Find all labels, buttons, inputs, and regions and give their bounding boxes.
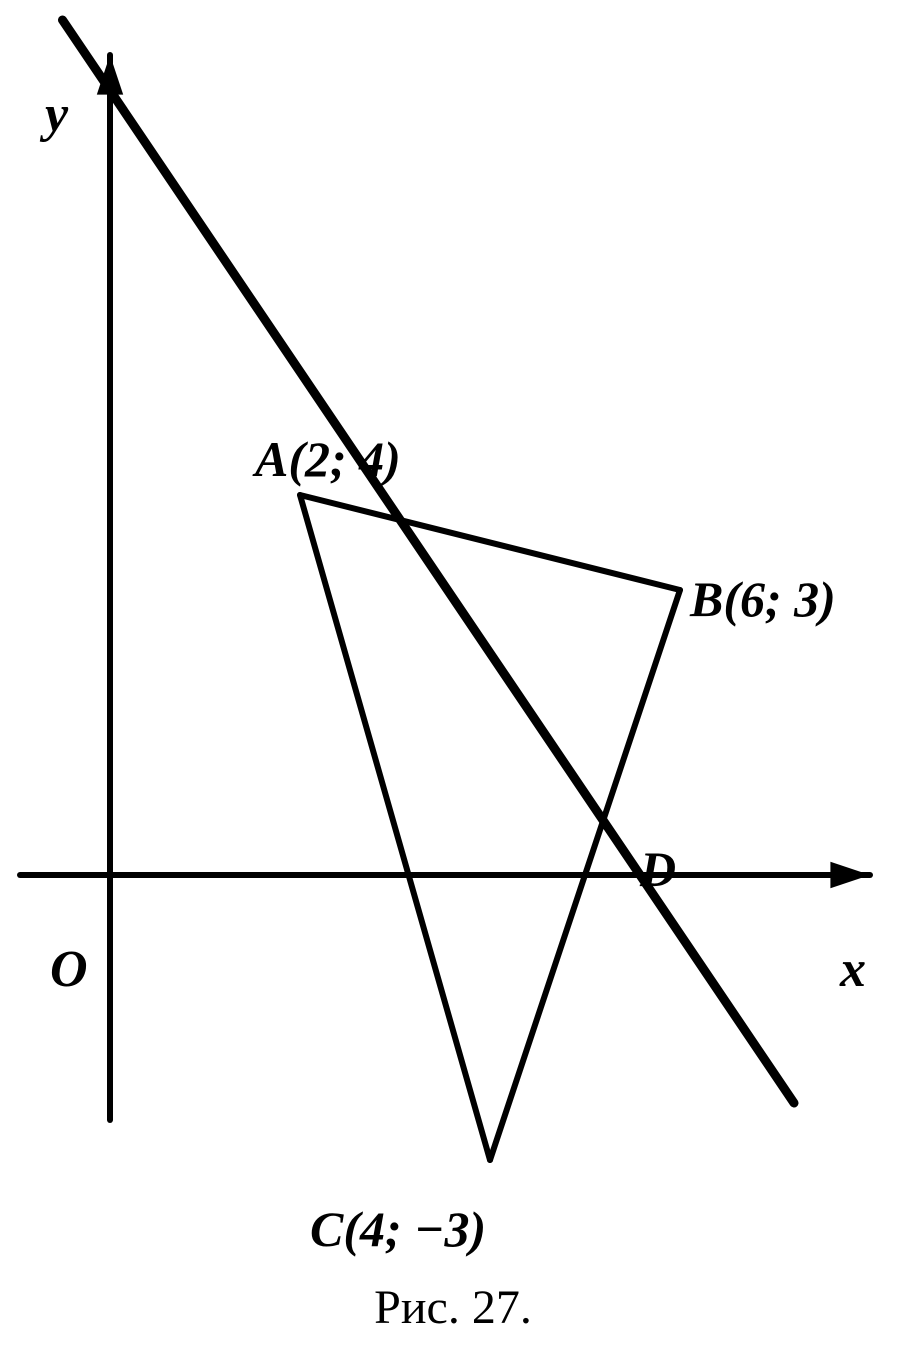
point-A-label: A(2; 4)	[255, 430, 401, 488]
origin-label: O	[50, 940, 88, 999]
x-axis-label: x	[840, 940, 866, 999]
point-D-label: D	[640, 840, 676, 898]
figure-caption: Рис. 27.	[0, 1280, 906, 1335]
y-axis-label: y	[45, 85, 68, 144]
geometry-diagram	[0, 0, 906, 1345]
point-C-label: C(4; −3)	[310, 1200, 486, 1258]
point-B-label: B(6; 3)	[690, 570, 836, 628]
diagram-svg	[0, 0, 906, 1345]
